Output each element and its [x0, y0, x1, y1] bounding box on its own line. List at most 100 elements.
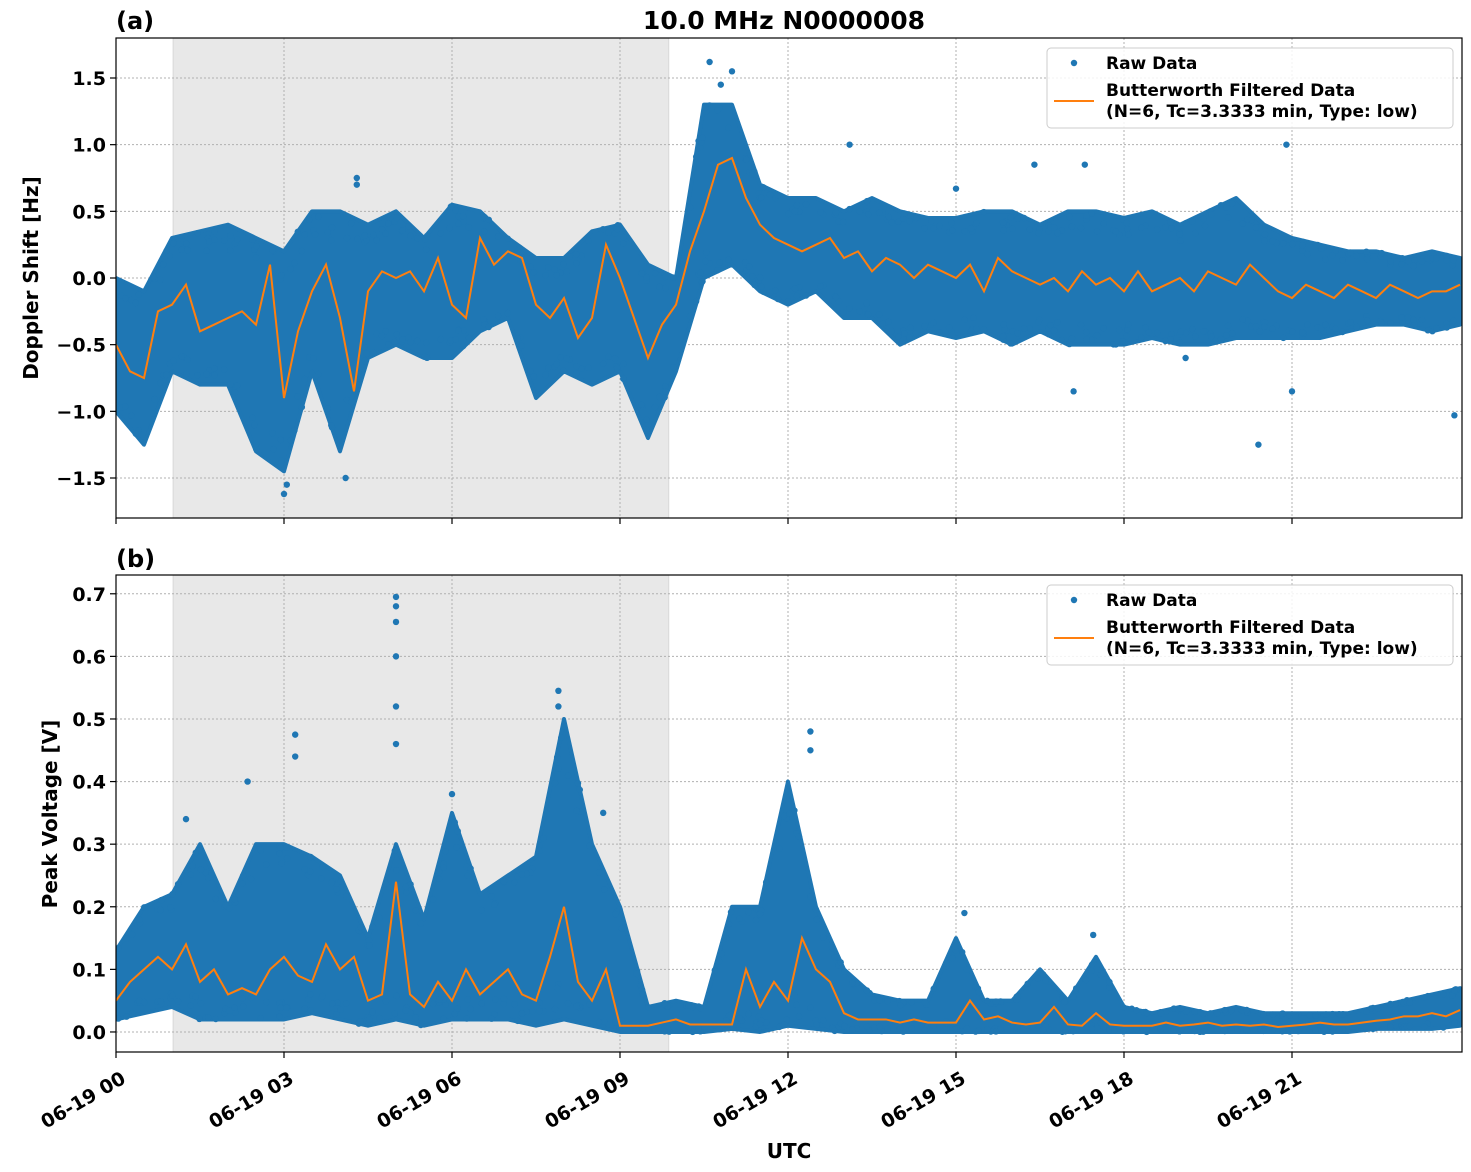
- raw-data-point: [1207, 1026, 1214, 1034]
- filtered-data-line: [116, 881, 1461, 1028]
- raw-data-point: [605, 229, 612, 236]
- raw-data-point: [749, 171, 756, 178]
- raw-data-point: [1007, 340, 1014, 347]
- raw-data-point: [1083, 212, 1090, 219]
- raw-data-point: [793, 292, 801, 300]
- raw-data-point: [392, 603, 400, 610]
- raw-data-point: [1378, 319, 1385, 327]
- raw-data-point: [1420, 994, 1428, 1001]
- raw-data-point: [795, 1013, 803, 1020]
- raw-data-point: [638, 270, 645, 277]
- raw-data-point: [1329, 1010, 1336, 1018]
- raw-data-point: [167, 904, 174, 911]
- raw-data-point: [1239, 316, 1246, 323]
- raw-data-point: [791, 208, 799, 215]
- raw-data-point: [846, 305, 853, 312]
- raw-data-point: [369, 923, 376, 930]
- panel-a: (a) Doppler Shift [Hz] 1.5 1.0 0.5 0.0 −0.5 −…: [19, 7, 1463, 524]
- raw-data-point: [514, 335, 521, 342]
- raw-data-point: [1285, 236, 1293, 243]
- raw-data-point: [819, 934, 827, 941]
- raw-data-point: [545, 364, 552, 372]
- raw-data-point: [656, 393, 663, 401]
- raw-data-point: [523, 870, 530, 878]
- raw-data-point: [422, 246, 430, 253]
- raw-data-point: [865, 311, 872, 318]
- raw-data-point: [1363, 317, 1371, 324]
- raw-data-point: [942, 1018, 950, 1025]
- raw-data-point: [163, 247, 170, 254]
- raw-data-point: [695, 1003, 702, 1010]
- raw-data-point: [156, 276, 164, 284]
- raw-data-point: [481, 228, 488, 235]
- raw-data-point: [921, 998, 929, 1006]
- raw-data-point: [542, 371, 549, 379]
- raw-data-point: [1279, 1010, 1286, 1017]
- raw-data-point: [239, 880, 246, 887]
- raw-data-point: [373, 330, 380, 338]
- raw-data-point: [437, 335, 445, 343]
- raw-data-point: [1034, 975, 1042, 982]
- raw-data-point: [849, 980, 856, 987]
- raw-data-point: [717, 81, 724, 88]
- raw-data-point: [551, 779, 559, 787]
- raw-data-point: [586, 1001, 593, 1008]
- raw-data-point: [363, 350, 370, 357]
- raw-data-point: [573, 362, 580, 370]
- raw-data-point: [116, 1015, 122, 1022]
- raw-data-point: [863, 1023, 871, 1030]
- y-tick-label: 0.0: [72, 268, 106, 290]
- raw-data-point: [1100, 970, 1107, 977]
- raw-data-point: [1168, 330, 1175, 338]
- legend-raw-marker: [1070, 59, 1078, 67]
- raw-data-point: [226, 905, 233, 912]
- raw-data-point: [442, 848, 449, 855]
- raw-data-point: [135, 291, 143, 298]
- raw-data-point: [527, 263, 534, 270]
- raw-data-point: [936, 329, 943, 336]
- raw-data-point: [1420, 1023, 1428, 1030]
- raw-data-point: [1217, 201, 1225, 209]
- raw-data-point: [695, 1025, 702, 1032]
- x-tick-label: 06-19 09: [541, 1067, 633, 1133]
- raw-data-point: [1128, 1025, 1136, 1033]
- raw-data-point: [123, 1013, 130, 1020]
- raw-data-point: [573, 260, 580, 267]
- raw-data-point: [197, 866, 205, 873]
- raw-data-point: [613, 364, 621, 372]
- raw-data-point: [576, 786, 584, 793]
- raw-data-point: [766, 191, 774, 199]
- raw-data-point: [292, 753, 299, 760]
- raw-data-point: [1115, 326, 1123, 334]
- raw-data-point: [736, 1014, 743, 1022]
- raw-data-point: [760, 184, 767, 191]
- raw-data-point: [1112, 228, 1120, 235]
- raw-data-point: [774, 192, 782, 199]
- raw-data-point: [1050, 224, 1058, 231]
- raw-data-point: [1133, 1007, 1140, 1014]
- raw-data-point: [536, 1007, 543, 1015]
- raw-data-point: [440, 996, 447, 1003]
- raw-data-point: [151, 395, 158, 403]
- raw-data-point: [1261, 323, 1268, 330]
- x-axis-label: UTC: [767, 1139, 812, 1163]
- raw-data-point: [1083, 336, 1090, 343]
- raw-data-point: [1374, 1022, 1382, 1030]
- raw-data-point: [365, 1016, 373, 1023]
- raw-data-point: [262, 998, 270, 1006]
- raw-data-point: [786, 810, 793, 817]
- raw-data-point: [1047, 321, 1054, 329]
- raw-data-point: [1120, 1004, 1127, 1011]
- raw-data-point: [270, 445, 277, 453]
- raw-data-point: [780, 1021, 788, 1028]
- raw-data-point: [1001, 325, 1008, 333]
- raw-data-point: [942, 959, 950, 967]
- raw-data-point: [1189, 218, 1196, 225]
- raw-data-point: [116, 944, 122, 952]
- raw-data-point: [239, 872, 247, 880]
- raw-data-point: [407, 338, 414, 346]
- raw-data-point: [231, 1009, 239, 1016]
- raw-data-point: [467, 1005, 474, 1013]
- raw-data-point: [949, 227, 956, 234]
- raw-data-point: [585, 237, 592, 244]
